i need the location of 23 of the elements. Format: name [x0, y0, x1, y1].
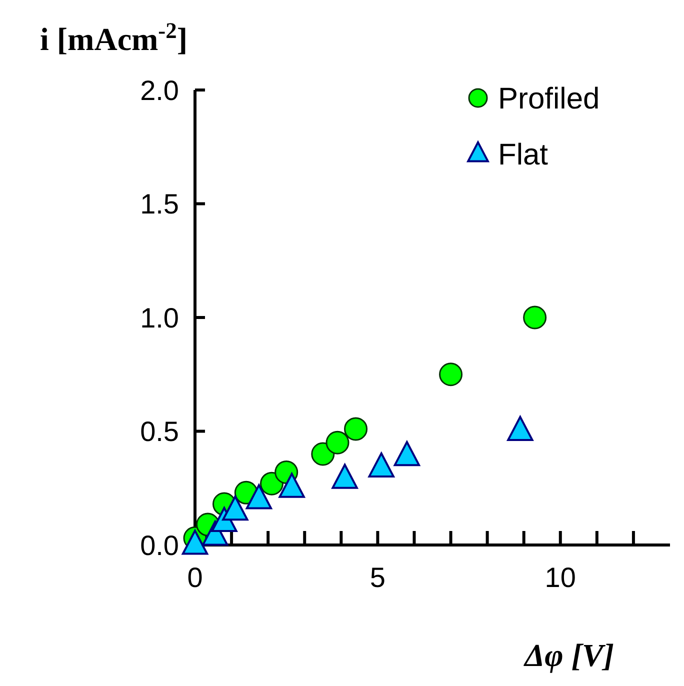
x-tick-label: 10 — [544, 562, 576, 593]
point — [332, 464, 358, 489]
point — [368, 452, 394, 478]
y-axis-title: i [mAcm$^{-2}$] — [40, 18, 188, 57]
x-axis-title: Δφ [V] — [522, 637, 614, 673]
point — [439, 362, 463, 386]
point — [344, 417, 368, 441]
x-tick-label: 0 — [187, 562, 203, 593]
point — [182, 530, 208, 555]
y-tick-label: 0.5 — [140, 416, 179, 448]
legend-label: Flat — [498, 138, 549, 172]
point — [394, 440, 420, 466]
point — [246, 484, 272, 510]
legend-label: Profiled — [498, 82, 600, 116]
point — [507, 416, 534, 442]
y-tick-label: 1.5 — [140, 188, 179, 220]
point — [222, 496, 248, 521]
point — [523, 306, 547, 330]
point — [278, 472, 305, 498]
y-tick-label: 2.0 — [140, 74, 179, 106]
y-tick-label: 0.0 — [140, 530, 179, 561]
x-tick-label: 5 — [370, 562, 386, 593]
y-tick-label: 1.0 — [140, 302, 179, 334]
